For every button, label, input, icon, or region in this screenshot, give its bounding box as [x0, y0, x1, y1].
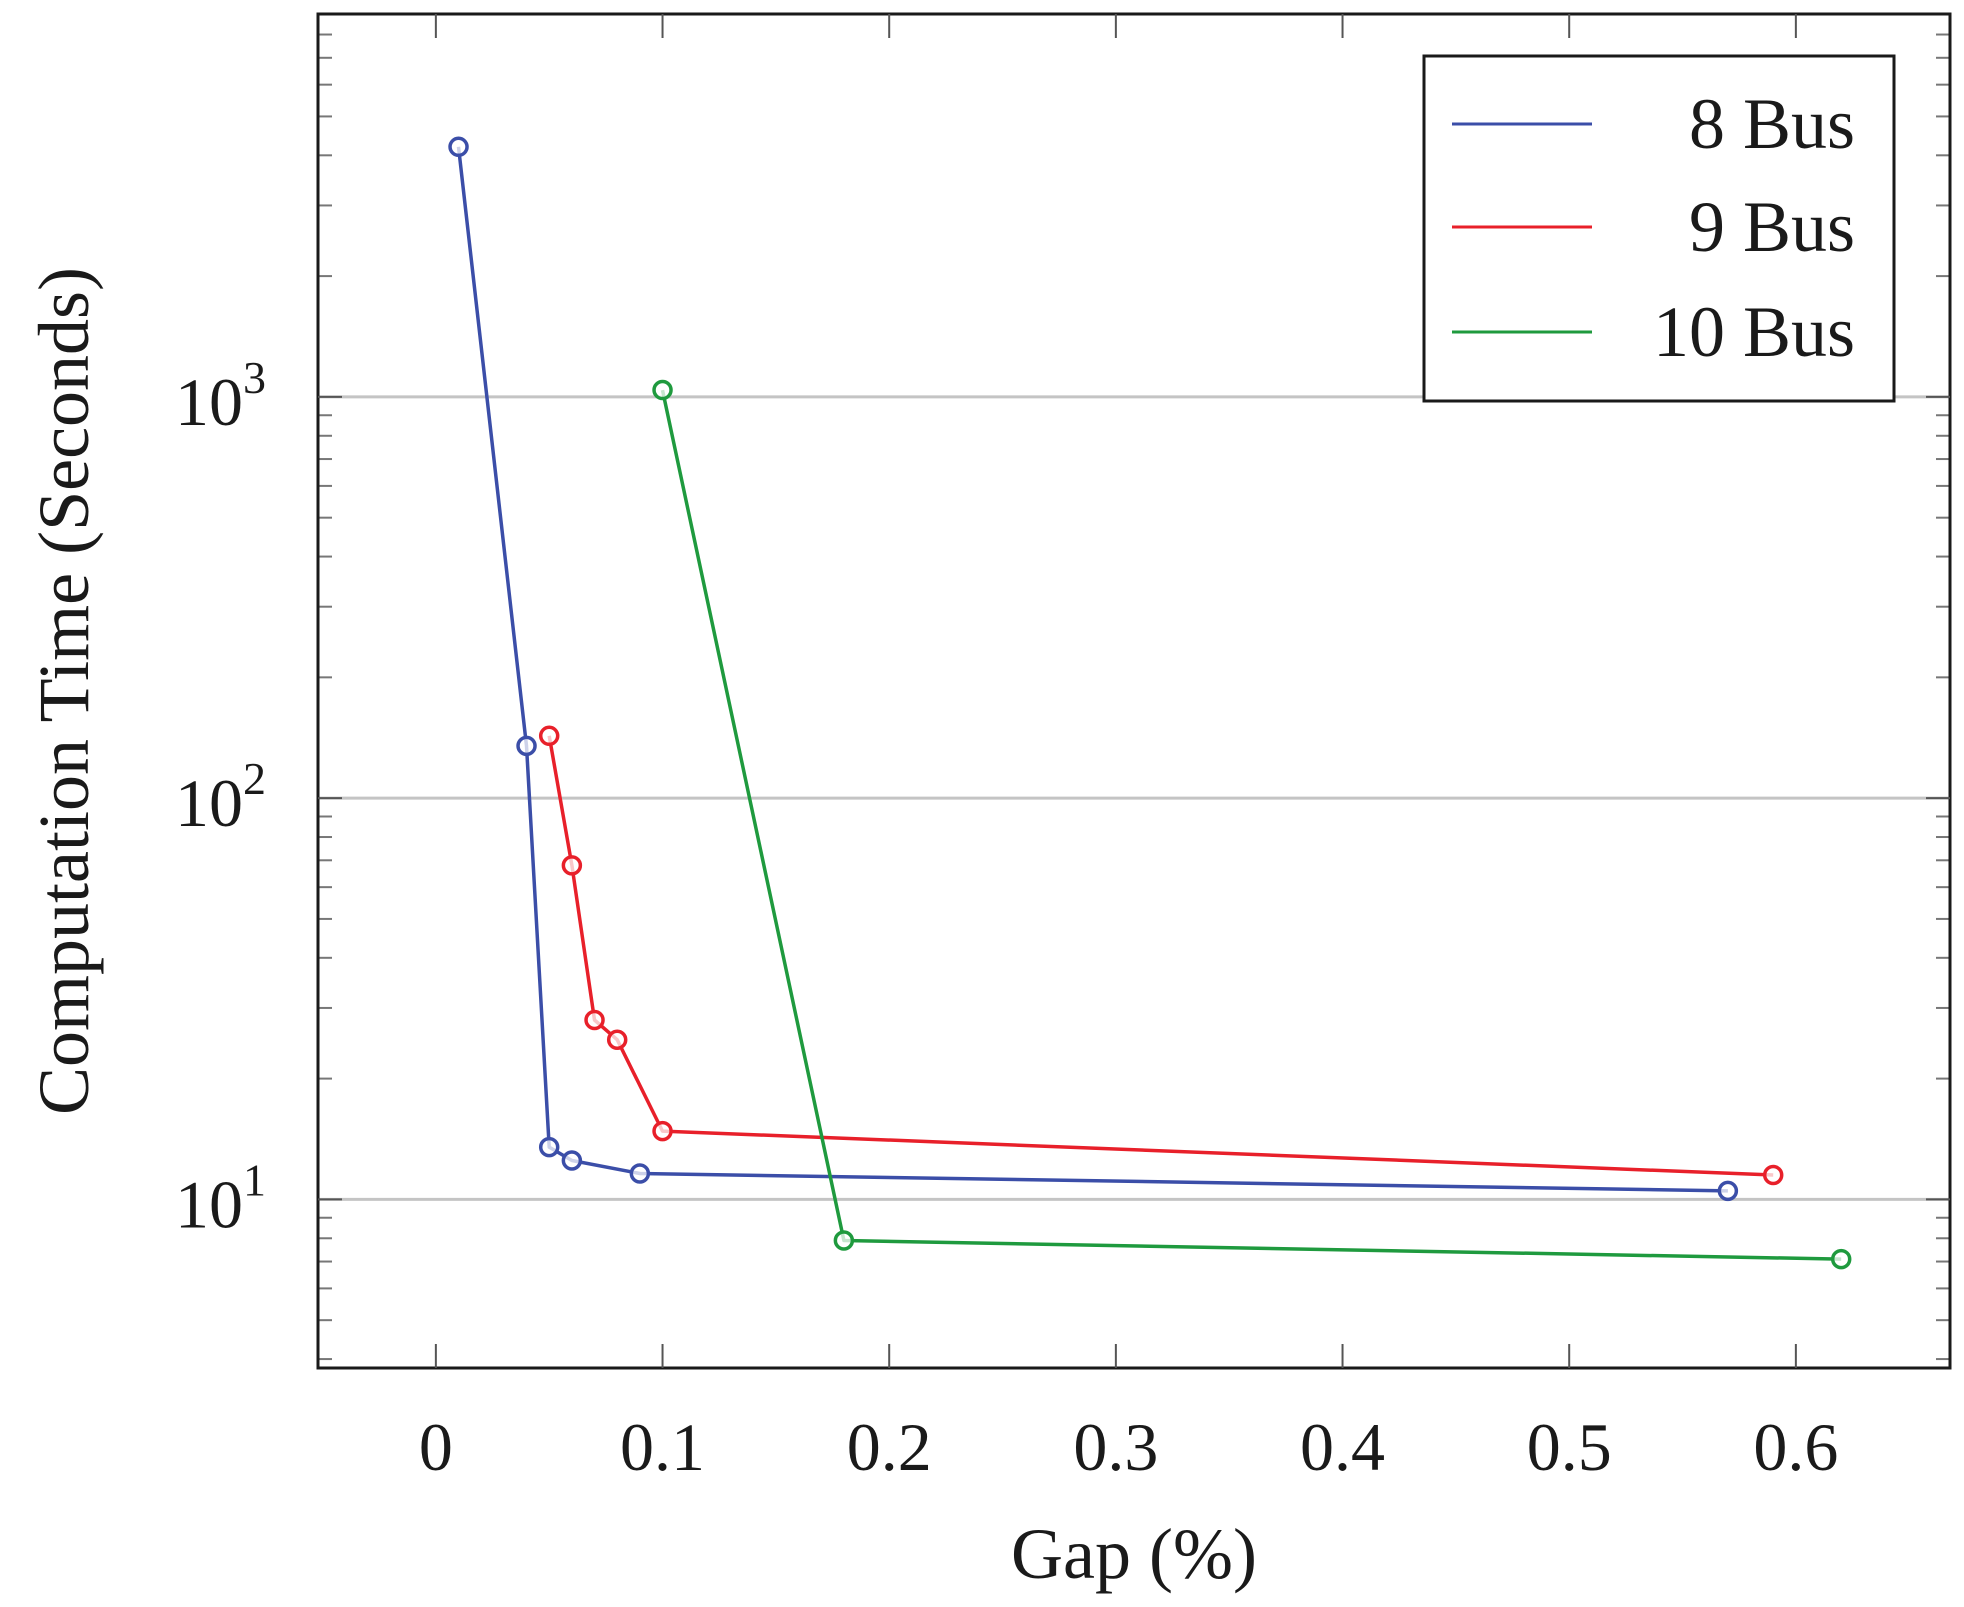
x-tick-label: 0.6 [1753, 1409, 1838, 1485]
y-axis-ticks: 101 102 103 [175, 352, 1950, 1242]
series-line-9-bus [547, 735, 1774, 1177]
data-point-8-bus [516, 735, 537, 757]
y-tick-label: 101 [175, 1154, 266, 1242]
data-point-10-bus [652, 379, 673, 401]
minor-ticks [318, 33, 1950, 1361]
series-line-10-bus [660, 389, 1842, 1261]
x-tick-label: 0.1 [620, 1409, 705, 1485]
data-point-8-bus [448, 136, 469, 158]
data-point-8-bus [1717, 1180, 1739, 1202]
y-axis-title: Computation Time (Seconds) [24, 267, 104, 1115]
data-point-9-bus [652, 1120, 673, 1142]
series-line-8-bus [456, 146, 1728, 1193]
data-point-9-bus [1762, 1164, 1784, 1186]
data-point-8-bus [538, 1136, 560, 1158]
plot-frame [316, 12, 1952, 1370]
y-tick-label: 103 [175, 352, 266, 440]
data-point-9-bus [584, 1009, 605, 1031]
data-point-8-bus [629, 1163, 651, 1184]
legend-label-8-bus: 8 Bus [1689, 84, 1855, 164]
x-tick-label: 0 [419, 1409, 453, 1485]
data-point-10-bus [1830, 1248, 1852, 1270]
legend-label-9-bus: 9 Bus [1689, 187, 1855, 267]
x-tick-label: 0.5 [1527, 1409, 1612, 1485]
x-axis-title: Gap (%) [1011, 1514, 1257, 1594]
grid-layer [318, 395, 1950, 1201]
legend: 8 Bus 9 Bus 10 Bus [1422, 54, 1896, 403]
data-point-8-bus [561, 1150, 583, 1171]
data-point-9-bus [561, 855, 583, 876]
data-point-10-bus [833, 1230, 855, 1251]
data-point-9-bus [606, 1029, 628, 1050]
series-layer [448, 136, 1852, 1270]
y-tick-label: 102 [175, 753, 266, 841]
x-tick-label: 0.2 [847, 1409, 932, 1485]
legend-label-10-bus: 10 Bus [1653, 292, 1855, 372]
x-axis-ticks: 0 0.1 0.2 0.3 0.4 0.5 0.6 [419, 14, 1838, 1485]
x-tick-label: 0.3 [1073, 1409, 1158, 1485]
x-tick-label: 0.4 [1300, 1409, 1385, 1485]
data-point-9-bus [538, 725, 560, 747]
